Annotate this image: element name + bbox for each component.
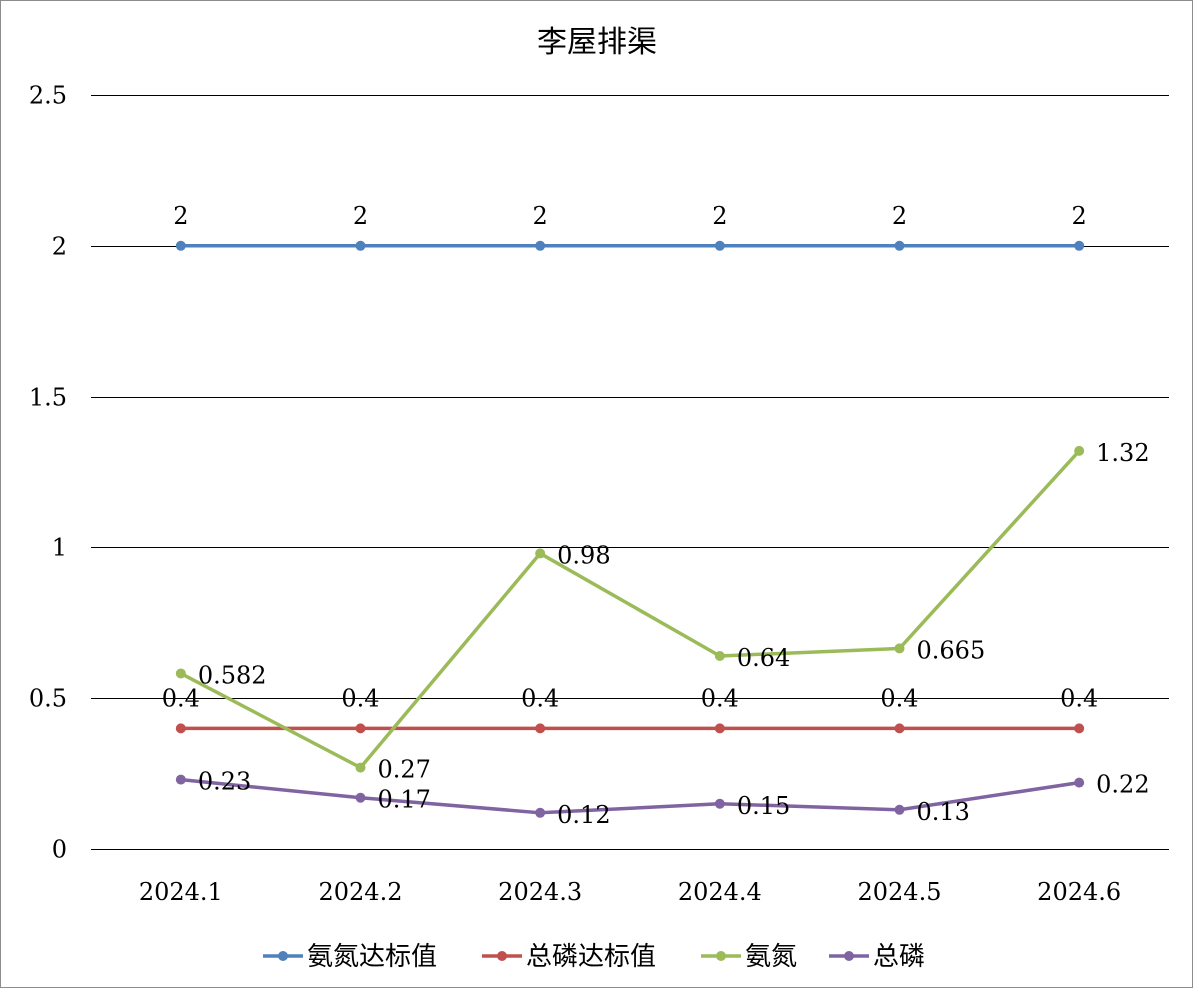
y-tick-label: 2.5 [29, 82, 67, 110]
series-layer [175, 240, 1085, 818]
series-2 [175, 723, 1085, 734]
x-tick-label: 2024.4 [678, 878, 762, 906]
data-label: 2 [892, 202, 907, 230]
data-point [894, 643, 905, 654]
data-point [894, 723, 905, 734]
data-label: 0.27 [378, 756, 431, 784]
data-label: 0.4 [1060, 684, 1098, 712]
data-point [175, 668, 186, 679]
y-axis-ticks: 0 0.5 1 1.5 2 2.5 [29, 82, 67, 864]
data-label: 0.13 [917, 798, 970, 826]
data-point [714, 798, 725, 809]
data-point [894, 240, 905, 251]
legend-item: 总磷达标值 [482, 942, 656, 972]
chart-title: 李屋排渠 [537, 25, 657, 60]
data-label: 0.23 [198, 768, 251, 796]
data-point [175, 240, 186, 251]
data-label: 0.4 [341, 684, 379, 712]
data-label: 2 [173, 202, 188, 230]
legend-label: 总磷 [873, 942, 925, 972]
data-point [355, 240, 366, 251]
data-point [355, 792, 366, 803]
data-label: 0.12 [557, 801, 610, 829]
series-4 [175, 774, 1085, 818]
data-point [535, 548, 546, 559]
legend-item: 总磷 [829, 942, 925, 972]
y-tick-label: 0 [52, 836, 67, 864]
legend: 氨氮达标值 总磷达标值 氨氮 总磷 [263, 942, 925, 972]
y-tick-label: 1.5 [29, 384, 67, 412]
x-tick-label: 2024.1 [139, 878, 223, 906]
data-point [1074, 445, 1085, 456]
y-tick-label: 2 [52, 233, 67, 261]
legend-item: 氨氮 [701, 942, 797, 972]
legend-label: 氨氮达标值 [307, 942, 437, 972]
legend-label: 氨氮 [745, 942, 797, 972]
data-label: 1.32 [1096, 439, 1149, 467]
data-label: 2 [1072, 202, 1087, 230]
data-point [355, 723, 366, 734]
data-point [714, 650, 725, 661]
data-label: 2 [353, 202, 368, 230]
x-tick-label: 2024.2 [319, 878, 403, 906]
data-label: 0.4 [880, 684, 918, 712]
data-label: 0.64 [737, 644, 790, 672]
data-point [175, 774, 186, 785]
data-point [1074, 777, 1085, 788]
legend-item: 氨氮达标值 [263, 942, 437, 972]
data-label: 0.582 [198, 661, 267, 689]
legend-swatch-marker [497, 951, 507, 961]
data-point [894, 804, 905, 815]
data-label: 0.15 [737, 792, 790, 820]
x-tick-label: 2024.5 [858, 878, 942, 906]
data-label: 0.4 [521, 684, 559, 712]
data-point [714, 240, 725, 251]
x-tick-label: 2024.3 [498, 878, 582, 906]
data-label: 0.22 [1096, 771, 1149, 799]
data-label: 0.4 [162, 684, 200, 712]
series-line [179, 449, 1081, 770]
data-point [535, 723, 546, 734]
data-label: 2 [533, 202, 548, 230]
data-point [714, 723, 725, 734]
data-label: 2 [712, 202, 727, 230]
series-3 [175, 445, 1085, 773]
legend-swatch-marker [278, 951, 288, 961]
data-point [535, 240, 546, 251]
legend-swatch-marker [844, 951, 854, 961]
data-point [1074, 723, 1085, 734]
legend-swatch-marker [716, 951, 726, 961]
data-label: 0.665 [917, 636, 986, 664]
gridlines [91, 95, 1169, 850]
data-label: 0.98 [557, 541, 610, 569]
series-1 [175, 240, 1085, 251]
x-tick-label: 2024.6 [1037, 878, 1121, 906]
data-point [355, 762, 366, 773]
x-axis-ticks: 2024.1 2024.2 2024.3 2024.4 2024.5 2024.6 [139, 878, 1121, 906]
data-point [175, 723, 186, 734]
data-label: 0.4 [701, 684, 739, 712]
data-labels: 2 2 2 2 2 20.4 0.4 0.4 0.4 0.4 0.40.5820.270.980.6… [162, 202, 1150, 829]
data-point [535, 807, 546, 818]
legend-label: 总磷达标值 [526, 942, 656, 972]
data-label: 0.17 [378, 786, 431, 814]
y-tick-label: 1 [52, 534, 67, 562]
series-line [179, 777, 1081, 815]
data-point [1074, 240, 1085, 251]
y-tick-label: 0.5 [29, 685, 67, 713]
